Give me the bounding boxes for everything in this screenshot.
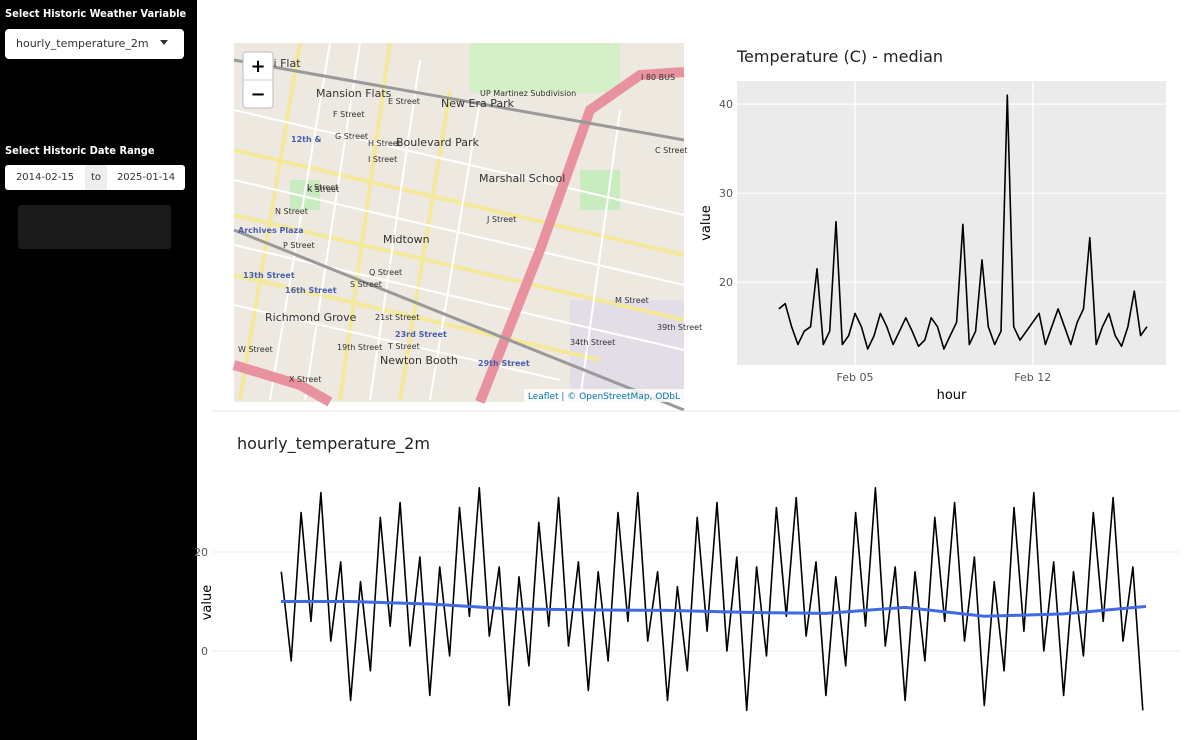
- map-label: 29th Street: [478, 359, 530, 368]
- y-axis-title: value: [699, 205, 714, 241]
- variable-select[interactable]: hourly_temperature_2m: [5, 29, 184, 59]
- freeway: [232, 67, 685, 407]
- y-axis-title: value: [200, 585, 215, 621]
- map-label: X Street: [289, 375, 321, 384]
- map-label: T Street: [387, 342, 420, 351]
- map-label: E Street: [388, 97, 420, 106]
- variable-label: Select Historic Weather Variable: [5, 7, 187, 20]
- date-sep: to: [85, 165, 107, 190]
- map-label: Mansion Flats: [316, 87, 392, 100]
- x-tick-label: Feb 12: [1014, 371, 1051, 384]
- x-axis-title: hour: [937, 388, 967, 403]
- map-label: 19th Street: [337, 343, 382, 352]
- map-label: G Street: [335, 132, 368, 141]
- map-label: Q Street: [369, 268, 402, 277]
- date-end[interactable]: 2025-01-14: [116, 172, 176, 183]
- rail: [233, 58, 685, 142]
- map-label: W Street: [238, 345, 273, 354]
- date-start[interactable]: 2014-02-15: [15, 172, 75, 183]
- map-label: P Street: [283, 241, 315, 250]
- map-label: J Street: [486, 215, 516, 224]
- chart-title: hourly_temperature_2m: [237, 434, 430, 454]
- map-label: 12th &: [291, 135, 321, 144]
- map-label: Richmond Grove: [265, 311, 357, 324]
- map-label: Archives Plaza: [238, 226, 304, 235]
- map-label: New Era Park: [441, 97, 515, 110]
- map-label: Midtown: [383, 233, 430, 246]
- select-value: hourly_temperature_2m: [16, 37, 149, 50]
- map-label: 16th Street: [285, 286, 337, 295]
- map-label: 13th Street: [243, 271, 295, 280]
- zoom-control: + −: [242, 51, 274, 109]
- rail: [233, 228, 685, 412]
- park: [470, 43, 620, 93]
- x-tick-label: Feb 05: [837, 371, 874, 384]
- sidebar: Select Historic Weather Variable hourly_…: [0, 0, 197, 740]
- date-range: 2014-02-15 to 2025-01-14: [5, 165, 185, 190]
- map-label: H Street: [368, 139, 401, 148]
- plot-bg: [737, 81, 1166, 365]
- map-label: Newton Booth: [380, 354, 458, 367]
- date-label: Select Historic Date Range: [5, 144, 155, 157]
- y-tick-label: 20: [719, 276, 733, 289]
- map-label: 21st Street: [375, 313, 419, 322]
- map-label: Marshall School: [479, 172, 565, 185]
- map-label: UP Martinez Subdivision: [480, 89, 576, 98]
- park: [580, 170, 620, 210]
- zoom-in[interactable]: +: [250, 56, 265, 77]
- map-label: N Street: [275, 207, 308, 216]
- map-label: C Street: [655, 146, 687, 155]
- y-tick-label: 40: [719, 98, 733, 111]
- streets: [233, 42, 685, 401]
- map-label: M Street: [615, 296, 649, 305]
- map-label: F Street: [333, 110, 364, 119]
- caret: [160, 40, 168, 49]
- map-label: 39th Street: [657, 323, 702, 332]
- series-line: [280, 487, 1144, 712]
- series-line: [280, 600, 1147, 618]
- series-line: [778, 94, 1148, 350]
- map-label: I 80 BUS: [641, 73, 675, 82]
- roads: [233, 42, 685, 401]
- chart-title: Temperature (C) - median: [736, 47, 943, 66]
- attribution[interactable]: Leaflet | © OpenStreetMap, ODbL: [528, 392, 680, 402]
- button[interactable]: [18, 205, 171, 249]
- map-label: 34th Street: [570, 338, 615, 347]
- y-tick-label: 0: [201, 645, 208, 658]
- map-label: 23rd Street: [395, 330, 447, 339]
- y-tick-label: 20: [194, 546, 208, 559]
- y-tick-label: 30: [719, 187, 733, 200]
- attribution-bg: [524, 389, 684, 402]
- map-label: K Street: [307, 185, 339, 194]
- zoom-out[interactable]: −: [250, 84, 265, 105]
- map-label: I Street: [368, 155, 397, 164]
- map-label: S Street: [350, 280, 382, 289]
- map-label: Boulevard Park: [396, 136, 480, 149]
- map-label: L Street: [307, 183, 338, 192]
